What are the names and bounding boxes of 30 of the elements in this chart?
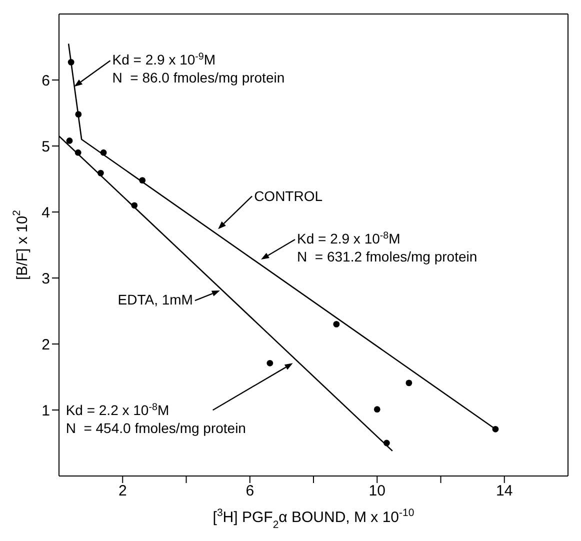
annotation: EDTA, 1mM xyxy=(118,292,193,308)
annotation: Kd = 2.9 x 10$^{-9}$M N = 86.0 fmoles/mg protein xyxy=(112,51,285,86)
y-tick-label: 5 xyxy=(42,138,50,156)
point xyxy=(139,177,146,184)
annotation: CONTROL xyxy=(254,188,323,204)
point xyxy=(374,406,380,413)
x-tick-label: 6 xyxy=(246,482,254,500)
y-tick-label: 4 xyxy=(42,204,50,222)
point xyxy=(492,426,499,432)
point xyxy=(74,149,82,156)
point xyxy=(100,149,107,156)
point xyxy=(383,440,390,446)
y-tick-label: 6 xyxy=(42,72,50,90)
point xyxy=(406,380,412,386)
annotation: Kd = 2.9 x 10$^{-8}$M N = 631.2 fmoles/mg protein xyxy=(297,230,478,265)
point xyxy=(66,138,73,144)
y-tick-label: 3 xyxy=(42,270,50,288)
y-tick-label: 1 xyxy=(42,402,50,420)
point xyxy=(68,58,74,66)
x-tick-label: 14 xyxy=(496,482,513,500)
point xyxy=(266,360,274,366)
point xyxy=(333,321,340,328)
y-tick-label: 2 xyxy=(42,336,50,354)
annotation: Kd = 2.2 x 10$^{-8}$M N = 454.0 fmoles/mg protein xyxy=(66,402,246,436)
point xyxy=(97,170,104,176)
point xyxy=(131,202,138,209)
x-tick-label: 2 xyxy=(118,482,127,500)
x-axis-title: [$^{3}$H] PGF$_{2}$α BOUND, M x 10$^{-10}$ xyxy=(212,507,414,531)
point xyxy=(75,111,82,118)
x-tick-label: 10 xyxy=(368,482,386,500)
